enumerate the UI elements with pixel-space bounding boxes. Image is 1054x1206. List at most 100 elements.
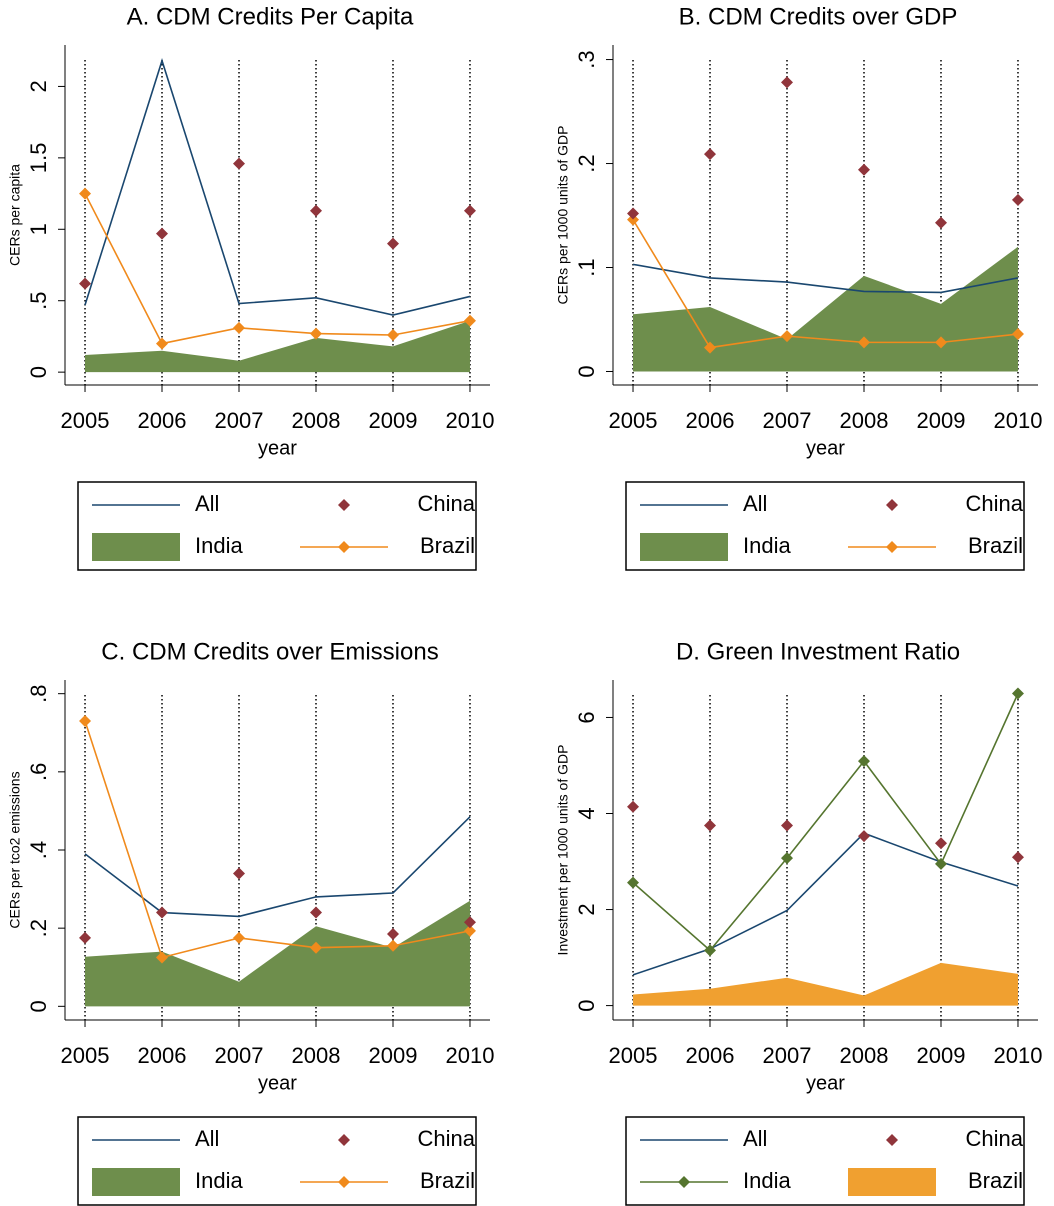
- y-tick-label: .3: [574, 50, 599, 68]
- y-tick-label: 0: [574, 365, 599, 377]
- marker: [1011, 193, 1024, 206]
- marker: [627, 800, 640, 813]
- legend-swatch: [338, 541, 350, 553]
- legend-swatch: [678, 1176, 690, 1188]
- legend-swatch: [338, 1176, 350, 1188]
- x-tick-label: 2010: [994, 408, 1043, 433]
- marker: [309, 204, 322, 217]
- area: [633, 962, 1018, 1006]
- legend-label: India: [195, 1168, 243, 1193]
- y-tick-label: 1: [26, 223, 51, 235]
- marker: [386, 928, 399, 941]
- x-tick-label: 2010: [446, 1043, 495, 1068]
- marker: [934, 837, 947, 850]
- panel-title: C. CDM Credits over Emissions: [101, 638, 438, 665]
- y-axis-title: Investment per 1000 units of GDP: [555, 745, 571, 956]
- marker: [627, 213, 640, 226]
- marker: [79, 277, 92, 290]
- marker: [309, 906, 322, 919]
- marker: [781, 330, 794, 343]
- x-tick-label: 2009: [917, 1043, 966, 1068]
- x-tick-label: 2005: [61, 1043, 110, 1068]
- marker: [781, 76, 794, 89]
- marker: [233, 321, 246, 334]
- legend-swatch: [92, 533, 180, 561]
- legend-swatch: [92, 1168, 180, 1196]
- y-tick-label: .4: [26, 841, 51, 859]
- x-tick-label: 2006: [138, 1043, 187, 1068]
- marker: [463, 924, 476, 937]
- marker: [1011, 851, 1024, 864]
- x-tick-label: 2009: [917, 408, 966, 433]
- line: [84, 816, 471, 918]
- panel: C. CDM Credits over Emissions 0 .2 .4 .6 .8 20…: [7, 638, 495, 1206]
- marker: [857, 163, 870, 176]
- marker: [857, 755, 870, 768]
- marker: [781, 852, 794, 865]
- y-tick-label: .6: [26, 763, 51, 781]
- x-tick-label: 2010: [994, 1043, 1043, 1068]
- y-tick-label: .5: [26, 292, 51, 310]
- x-tick-label: 2008: [840, 1043, 889, 1068]
- marker: [79, 931, 92, 944]
- y-tick-label: 0: [26, 1000, 51, 1012]
- line: [632, 219, 1019, 349]
- x-tick-label: 2007: [215, 1043, 264, 1068]
- panel-title: A. CDM Credits Per Capita: [127, 3, 414, 30]
- line: [84, 193, 471, 345]
- marker: [1011, 687, 1024, 700]
- x-tick-label: 2009: [369, 1043, 418, 1068]
- marker: [627, 876, 640, 889]
- legend-label: India: [743, 1168, 791, 1193]
- marker: [704, 819, 717, 832]
- x-tick-label: 2009: [369, 408, 418, 433]
- marker: [934, 336, 947, 349]
- x-tick-label: 2005: [61, 408, 110, 433]
- panel-title: B. CDM Credits over GDP: [679, 3, 958, 30]
- marker: [463, 204, 476, 217]
- marker: [704, 944, 717, 957]
- marker: [857, 336, 870, 349]
- marker: [934, 216, 947, 229]
- legend-label: China: [418, 1126, 476, 1151]
- line: [84, 58, 471, 316]
- legend-label: China: [418, 491, 476, 516]
- area: [85, 900, 470, 1007]
- marker: [156, 906, 169, 919]
- line: [632, 693, 1019, 952]
- y-tick-label: 0: [574, 999, 599, 1011]
- line: [632, 832, 1019, 976]
- marker: [79, 715, 92, 728]
- marker: [857, 830, 870, 843]
- y-tick-label: .2: [574, 154, 599, 172]
- legend-label: China: [966, 1126, 1024, 1151]
- marker: [79, 187, 92, 200]
- x-axis-title: year: [806, 437, 845, 459]
- legend-swatch: [640, 533, 728, 561]
- marker: [233, 867, 246, 880]
- marker: [309, 941, 322, 954]
- y-tick-label: .2: [26, 919, 51, 937]
- y-axis-title: CERs per capita: [7, 164, 23, 266]
- legend-label: India: [743, 533, 791, 558]
- x-tick-label: 2008: [292, 1043, 341, 1068]
- marker: [704, 148, 717, 161]
- marker: [1011, 328, 1024, 341]
- x-tick-label: 2007: [763, 408, 812, 433]
- legend-label: Brazil: [420, 1168, 475, 1193]
- x-tick-label: 2005: [609, 1043, 658, 1068]
- marker: [386, 237, 399, 250]
- legend-swatch: [886, 541, 898, 553]
- legend-label: Brazil: [968, 533, 1023, 558]
- area: [633, 246, 1018, 372]
- y-tick-label: 2: [574, 903, 599, 915]
- y-tick-label: .8: [26, 684, 51, 702]
- marker: [156, 951, 169, 964]
- legend-label: All: [195, 1126, 219, 1151]
- legend-label: Brazil: [420, 533, 475, 558]
- legend-label: All: [743, 491, 767, 516]
- legend-swatch: [886, 1134, 898, 1146]
- legend-swatch: [848, 1168, 936, 1196]
- marker: [781, 819, 794, 832]
- legend-label: China: [966, 491, 1024, 516]
